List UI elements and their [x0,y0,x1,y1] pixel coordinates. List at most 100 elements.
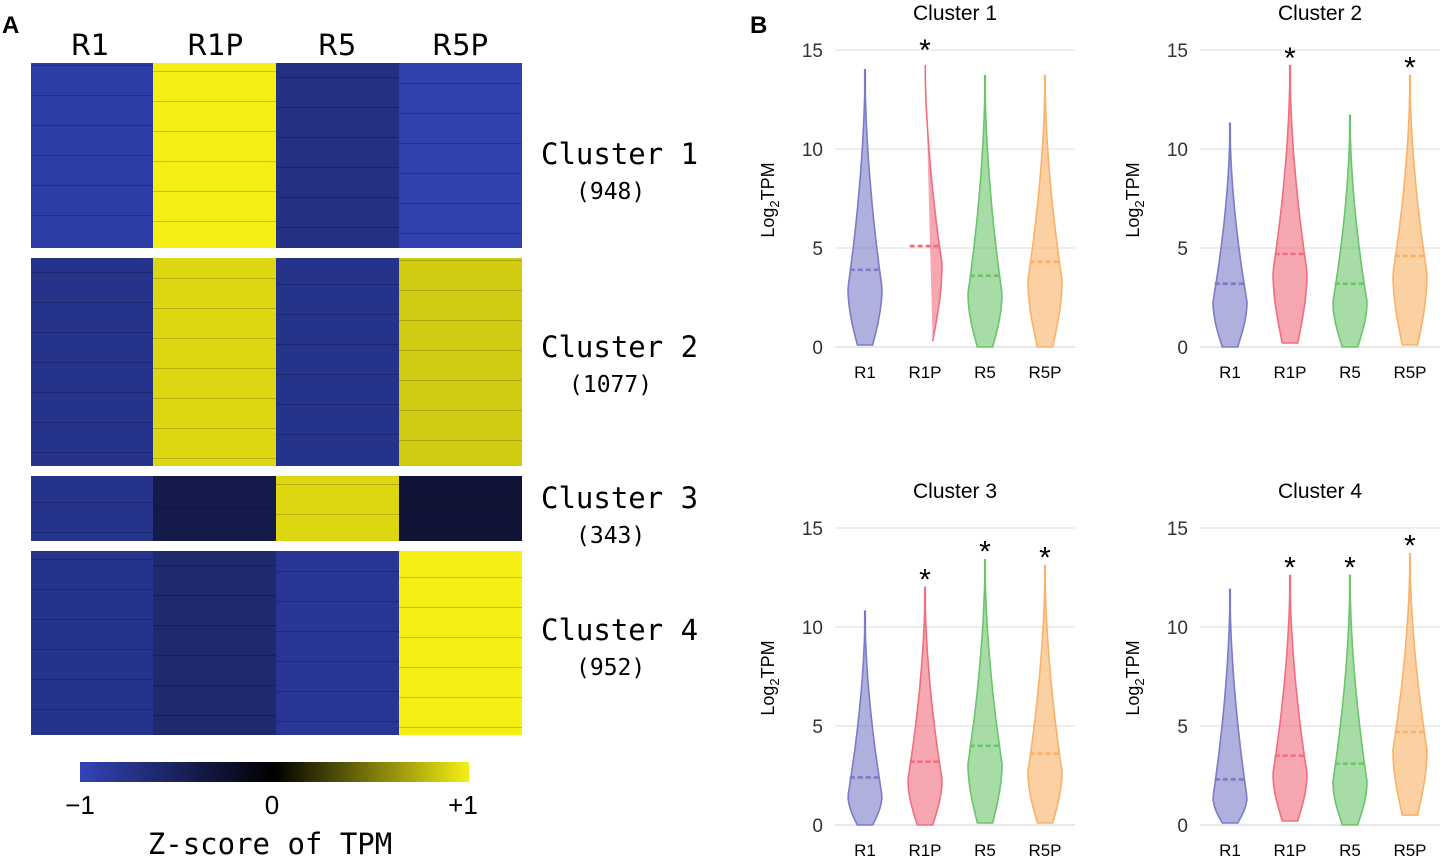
heatmap-stripe [276,374,399,375]
cluster-4-label: Cluster 4 [541,613,698,647]
x-tick-label: R5 [1339,841,1361,860]
heatmap-cell-1-r1 [31,63,153,248]
heatmap-stripe [31,452,153,453]
heatmap-stripe [31,619,153,620]
heatmap-stripe [31,709,153,710]
heatmap-stripe [153,428,276,429]
heatmap-stripe [31,502,153,503]
heatmap-cell-4-r5p [399,551,522,735]
heatmap-cell-4-r1 [31,551,153,735]
cluster-2-count: (1077) [569,372,652,398]
y-label-rest: TPM [758,640,778,678]
colorbar-title: Z-score of TPM [148,827,392,860]
y-label-rest: TPM [758,162,778,200]
heatmap-stripe [276,344,399,345]
heatmap-stripe [399,607,522,608]
y-tick-label: 10 [1167,618,1188,639]
y-tick-label: 15 [802,519,823,540]
y-label-base: Log [758,686,778,716]
significance-star: * [1039,542,1051,575]
y-tick-label: 15 [1167,519,1188,540]
y-axis-label: Log2TPM [1123,640,1147,715]
heatmap-stripe [399,173,522,174]
violin-r5p [1392,552,1428,816]
heatmap-stripe [31,649,153,650]
heatmap-stripe [276,137,399,138]
heatmap-stripe [399,320,522,321]
y-tick-label: 0 [812,816,823,837]
y-label-rest: TPM [1123,162,1143,200]
heatmap [31,63,522,735]
heatmap-cell-3-r1p [153,476,276,541]
x-tick-label: R1 [854,363,876,382]
y-tick-label: 5 [1177,717,1188,738]
x-tick-label: R5P [1393,363,1426,382]
violin-panel-title: Cluster 3 [913,480,997,503]
y-label-base: Log [1123,686,1143,716]
heatmap-stripe [153,278,276,279]
heatmap-stripe [153,508,276,509]
y-tick-label: 10 [802,140,823,161]
heatmap-stripe [276,107,399,108]
heatmap-stripe [276,77,399,78]
y-label-sub: 2 [767,200,782,207]
heatmap-stripe [153,338,276,339]
heatmap-stripe [31,302,153,303]
cluster-labels: Cluster 1 (948) Cluster 2 (1077) Cluster… [541,137,698,681]
heatmap-cell-2-r1 [31,258,153,466]
heatmap-stripe [276,571,399,572]
heatmap-cell-2-r5p [399,258,522,466]
violin-r5 [1332,114,1368,348]
y-tick-label: 15 [1167,41,1188,62]
cluster-4-count: (952) [576,655,645,681]
heatmap-stripe [399,260,522,261]
colorbar-max-label: +1 [448,790,478,820]
heatmap-stripe [399,83,522,84]
heatmap-stripe [31,155,153,156]
violin-r5p [1027,74,1063,348]
x-tick-label: R1 [854,841,876,860]
colorbar-mid-label: 0 [265,790,279,820]
heatmap-cell-1-r1p [153,63,276,248]
y-tick-label: 10 [802,618,823,639]
y-tick-label: 5 [812,239,823,260]
heatmap-stripe [153,101,276,102]
heatmap-stripe [399,727,522,728]
heatmap-stripe [276,404,399,405]
heatmap-stripe [399,290,522,291]
violin-r5 [1332,574,1368,826]
heatmap-stripe [153,458,276,459]
violin-r1 [1212,122,1248,348]
heatmap-stripe [153,368,276,369]
violin-panel-title: Cluster 4 [1278,480,1362,503]
significance-star: * [1404,52,1416,85]
heatmap-stripe [153,565,276,566]
col-label-r1: R1 [71,28,110,62]
heatmap-stripe [399,440,522,441]
violin-r5p [1392,74,1428,346]
heatmap-cell-1-r5 [276,63,399,248]
significance-star: * [1344,552,1356,585]
heatmap-cell-3-r5 [276,476,399,541]
heatmap-cell-4-r5 [276,551,399,735]
significance-star: * [979,536,991,569]
cluster-1-count: (948) [576,179,645,205]
y-tick-label: 0 [1177,338,1188,359]
heatmap-stripe [276,197,399,198]
heatmap-stripe [276,721,399,722]
heatmap-cell-3-r1 [31,476,153,541]
colorbar [80,762,469,782]
x-tick-label: R5P [1028,363,1061,382]
violin-r1 [1212,588,1248,824]
y-label-rest: TPM [1123,640,1143,678]
heatmap-stripe [399,410,522,411]
heatmap-stripe [153,191,276,192]
heatmap-stripe [31,185,153,186]
significance-star: * [1404,530,1416,563]
heatmap-cell-1-r5p [399,63,522,248]
x-tick-label: R1 [1219,841,1241,860]
heatmap-stripe [399,697,522,698]
significance-star: * [919,563,931,596]
